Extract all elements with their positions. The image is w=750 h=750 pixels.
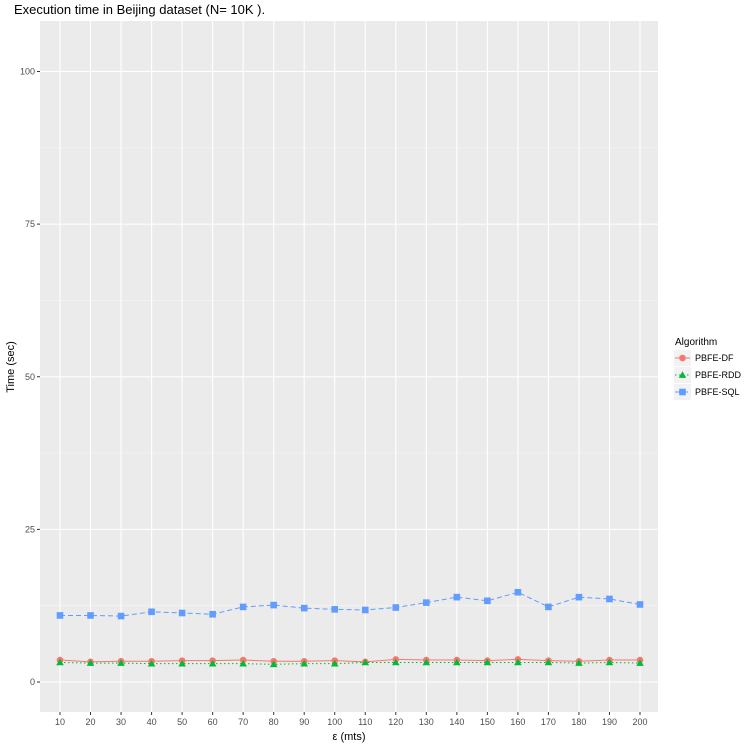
data-point: [575, 593, 583, 601]
data-point: [514, 588, 522, 596]
legend-label: PBFE-SQL: [695, 387, 740, 397]
legend-item: PBFE-RDD: [674, 367, 742, 383]
data-point: [178, 609, 186, 617]
data-point: [300, 659, 309, 667]
x-tick-label: 20: [86, 717, 96, 727]
legend-item: PBFE-DF: [674, 350, 734, 366]
chart-title: Execution time in Beijing dataset (N= 10…: [14, 2, 265, 17]
data-point: [423, 599, 430, 606]
data-point: [269, 660, 278, 668]
legend: Algorithm PBFE-DF PBFE-RDD PBFE-SQL: [674, 337, 742, 400]
data-point: [361, 658, 370, 666]
data-point: [361, 606, 369, 614]
data-point: [86, 659, 95, 666]
data-point: [605, 658, 614, 666]
data-point: [87, 612, 94, 619]
series-line: [60, 591, 641, 617]
x-tick-label: 120: [388, 717, 403, 727]
data-point: [544, 658, 553, 666]
data-point: [514, 658, 522, 666]
data-point: [209, 610, 216, 618]
data-point: [239, 603, 247, 611]
legend-item: PBFE-SQL: [674, 384, 740, 400]
data-point: [484, 597, 491, 605]
x-tick-label: 80: [269, 717, 279, 727]
x-tick-label: 10: [55, 717, 65, 727]
y-tick-label: 100: [20, 67, 35, 77]
data-point: [545, 603, 552, 611]
x-tick-label: 160: [510, 717, 525, 727]
series-layer: [56, 588, 644, 668]
data-point: [453, 593, 461, 601]
x-tick-label: 170: [541, 717, 556, 727]
data-point: [300, 604, 308, 612]
x-tick-label: 100: [327, 717, 342, 727]
data-point: [117, 612, 125, 620]
data-point: [208, 659, 217, 667]
data-point: [117, 659, 125, 666]
data-point: [636, 659, 644, 666]
data-point: [422, 658, 431, 666]
series-line: [59, 661, 641, 665]
data-point: [636, 601, 644, 608]
y-tick-label: 25: [25, 524, 35, 534]
data-point: [391, 658, 400, 666]
x-tick-label: 140: [449, 717, 464, 727]
x-tick-label: 190: [602, 717, 617, 727]
x-tick-label: 50: [177, 717, 187, 727]
y-tick-label: 50: [25, 372, 35, 382]
x-tick-label: 30: [116, 717, 126, 727]
legend-title: Algorithm: [675, 337, 717, 348]
data-point: [453, 658, 461, 666]
data-point: [330, 659, 339, 667]
data-point: [331, 606, 339, 613]
data-point: [147, 659, 156, 667]
data-point: [270, 601, 277, 609]
data-point: [606, 595, 613, 603]
data-point: [239, 659, 247, 667]
x-tick-label: 70: [238, 717, 248, 727]
x-tick-label: 150: [480, 717, 495, 727]
legend-key-marker: [679, 388, 686, 396]
y-tick-label: 0: [30, 677, 35, 687]
x-axis: 10 20 30 40 50 60 70 80 90 100 110 120 130 140 150 160 1…: [55, 712, 648, 727]
data-point: [483, 658, 492, 666]
x-tick-label: 90: [299, 717, 309, 727]
x-axis-title: ε (mts): [332, 731, 365, 743]
y-tick-label: 75: [25, 219, 35, 229]
x-tick-label: 200: [632, 717, 647, 727]
x-tick-label: 60: [208, 717, 218, 727]
series-pbfe-sql: [56, 588, 644, 620]
legend-label: PBFE-RDD: [695, 370, 742, 380]
data-point: [148, 608, 155, 616]
x-tick-label: 40: [147, 717, 157, 727]
y-axis: 0 25 50 75 100: [20, 67, 40, 687]
legend-label: PBFE-DF: [695, 353, 734, 363]
legend-key-marker: [678, 371, 687, 378]
data-point: [392, 604, 400, 611]
data-point: [178, 659, 186, 667]
y-axis-title: Time (sec): [5, 341, 17, 393]
series-line: [59, 658, 640, 663]
legend-key-marker: [679, 354, 686, 362]
data-point: [56, 612, 64, 619]
x-tick-label: 110: [358, 717, 372, 727]
data-point: [56, 658, 64, 666]
series-pbfe-rdd: [56, 658, 644, 668]
x-tick-label: 130: [419, 717, 434, 727]
data-point: [575, 659, 583, 666]
x-tick-label: 180: [571, 717, 586, 727]
plot-panel: [40, 21, 658, 712]
